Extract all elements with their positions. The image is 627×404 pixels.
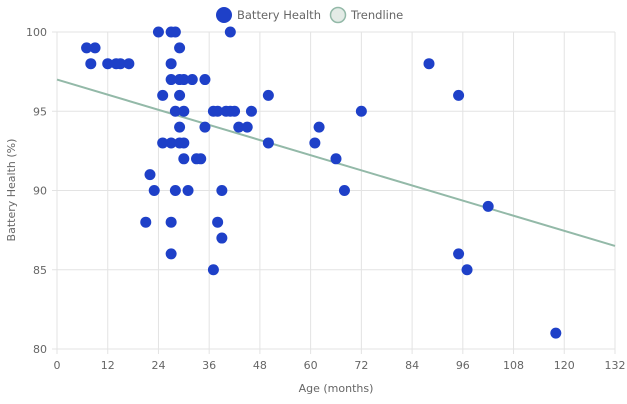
x-tick-label: 132 <box>605 359 626 372</box>
legend-item-battery-health[interactable]: Battery Health <box>216 7 321 23</box>
data-point[interactable] <box>233 121 245 133</box>
x-tick-label: 96 <box>456 359 470 372</box>
data-point[interactable] <box>550 327 562 339</box>
data-point[interactable] <box>157 89 169 101</box>
y-tick-label: 95 <box>33 105 47 118</box>
data-point[interactable] <box>482 200 494 212</box>
x-tick-label: 84 <box>405 359 419 372</box>
x-tick-label: 60 <box>304 359 318 372</box>
x-tick-label: 24 <box>151 359 165 372</box>
data-point[interactable] <box>102 58 114 70</box>
data-point[interactable] <box>157 137 169 149</box>
data-point[interactable] <box>178 153 190 165</box>
legend: Battery Health Trendline <box>216 6 404 24</box>
data-point[interactable] <box>241 121 253 133</box>
data-point[interactable] <box>165 248 177 260</box>
data-point[interactable] <box>199 74 211 86</box>
data-point[interactable] <box>148 185 160 196</box>
data-point[interactable] <box>152 26 164 38</box>
data-point[interactable] <box>313 121 325 133</box>
x-tick-label: 108 <box>503 359 524 372</box>
legend-label-battery-health: Battery Health <box>237 8 321 22</box>
data-point[interactable] <box>114 58 126 70</box>
data-point[interactable] <box>144 169 156 181</box>
data-point[interactable] <box>89 42 101 54</box>
data-point[interactable] <box>207 264 219 276</box>
data-point[interactable] <box>165 74 177 86</box>
data-point[interactable] <box>338 185 350 196</box>
data-point[interactable] <box>453 89 465 101</box>
data-point[interactable] <box>216 232 228 244</box>
data-point[interactable] <box>81 42 93 54</box>
legend-label-trendline: Trendline <box>350 8 403 22</box>
x-tick-label: 48 <box>253 359 267 372</box>
data-point[interactable] <box>355 105 367 117</box>
data-point[interactable] <box>224 26 236 38</box>
y-tick-label: 100 <box>26 26 47 39</box>
data-point[interactable] <box>199 121 211 133</box>
data-point[interactable] <box>229 105 241 117</box>
y-tick-label: 85 <box>33 264 47 277</box>
data-point[interactable] <box>169 26 181 38</box>
data-point[interactable] <box>165 216 177 228</box>
data-point[interactable] <box>178 137 190 149</box>
data-point[interactable] <box>85 58 97 70</box>
data-point[interactable] <box>165 137 177 149</box>
x-tick-label: 72 <box>354 359 368 372</box>
legend-marker-trendline <box>329 6 347 24</box>
y-axis-label: Battery Health (%) <box>5 139 18 242</box>
data-point[interactable] <box>123 58 135 70</box>
data-point[interactable] <box>212 216 224 228</box>
data-point[interactable] <box>461 264 473 276</box>
x-tick-label: 120 <box>554 359 575 372</box>
x-axis-label: Age (months) <box>299 382 374 395</box>
data-point[interactable] <box>178 105 190 117</box>
data-point[interactable] <box>169 105 181 117</box>
y-tick-label: 80 <box>33 343 47 356</box>
data-point[interactable] <box>195 153 207 165</box>
x-tick-label: 12 <box>101 359 115 372</box>
data-point[interactable] <box>216 185 228 196</box>
legend-item-trendline[interactable]: Trendline <box>329 6 404 24</box>
data-point[interactable] <box>453 248 465 260</box>
data-point[interactable] <box>245 105 257 117</box>
data-point[interactable] <box>309 137 321 149</box>
data-point[interactable] <box>140 216 152 228</box>
data-point[interactable] <box>262 89 274 101</box>
x-tick-label: 0 <box>54 359 61 372</box>
data-point[interactable] <box>182 185 194 196</box>
legend-marker-battery-health <box>216 7 232 23</box>
y-tick-label: 90 <box>33 185 47 198</box>
data-point[interactable] <box>174 89 186 101</box>
data-point[interactable] <box>186 74 198 86</box>
data-point[interactable] <box>423 58 435 70</box>
data-point[interactable] <box>169 185 181 196</box>
data-point[interactable] <box>262 137 274 149</box>
x-tick-label: 36 <box>202 359 216 372</box>
data-point[interactable] <box>174 121 186 133</box>
data-point[interactable] <box>165 58 177 70</box>
data-point[interactable] <box>330 153 342 165</box>
data-point[interactable] <box>178 74 190 86</box>
data-point[interactable] <box>174 42 186 54</box>
data-point[interactable] <box>212 105 224 117</box>
